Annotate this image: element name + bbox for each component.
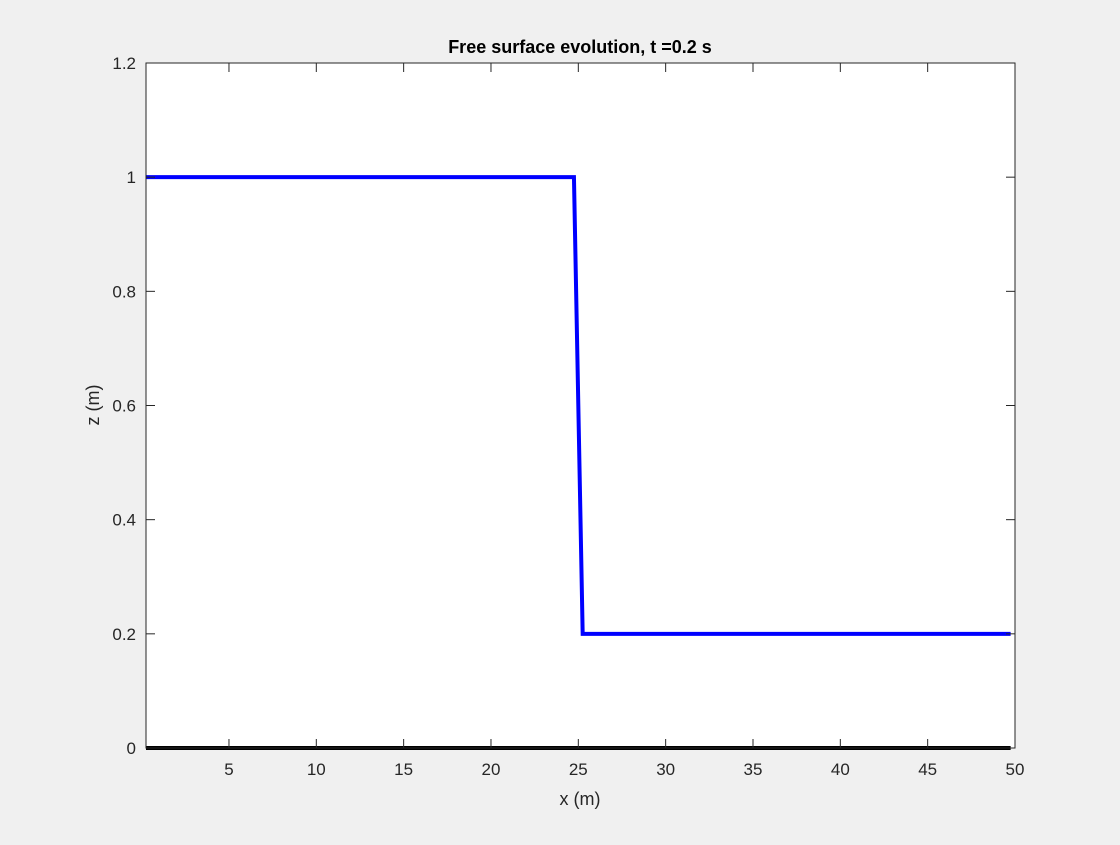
x-tick-label: 25 bbox=[569, 760, 588, 779]
x-tick-label: 50 bbox=[1006, 760, 1025, 779]
x-axis-label: x (m) bbox=[560, 789, 601, 809]
y-tick-label: 0 bbox=[127, 739, 136, 758]
y-tick-label: 1 bbox=[127, 168, 136, 187]
tick-layer: 5 10 15 20 25 30 35 40 45 50 0 0.2 0.4 0.6 0.8 1 1.2 bbox=[112, 54, 1024, 779]
x-tick-label: 30 bbox=[656, 760, 675, 779]
x-tick-label: 10 bbox=[307, 760, 326, 779]
x-tick-label: 15 bbox=[394, 760, 413, 779]
y-tick-label: 0.4 bbox=[112, 511, 136, 530]
x-tick-label: 35 bbox=[744, 760, 763, 779]
series-line-1 bbox=[146, 175, 1011, 636]
y-axis-label: z (m) bbox=[83, 385, 103, 426]
x-tick-label: 5 bbox=[224, 760, 233, 779]
x-tick-label: 20 bbox=[482, 760, 501, 779]
y-tick-label: 0.8 bbox=[112, 282, 136, 301]
x-tick-label: 45 bbox=[918, 760, 937, 779]
chart-title: Free surface evolution, t =0.2 s bbox=[448, 37, 712, 57]
y-tick-label: 0.2 bbox=[112, 625, 136, 644]
y-tick-label: 0.6 bbox=[112, 397, 136, 416]
plot-area bbox=[146, 63, 1015, 748]
y-tick-label: 1.2 bbox=[112, 54, 136, 73]
x-tick-label: 40 bbox=[831, 760, 850, 779]
